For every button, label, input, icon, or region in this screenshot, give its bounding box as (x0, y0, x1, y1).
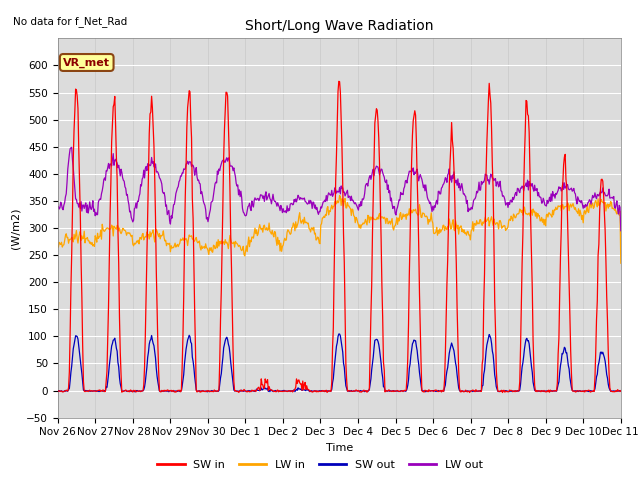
Legend: SW in, LW in, SW out, LW out: SW in, LW in, SW out, LW out (152, 456, 488, 474)
Y-axis label: (W/m2): (W/m2) (10, 207, 20, 249)
Text: No data for f_Net_Rad: No data for f_Net_Rad (13, 16, 127, 26)
Title: Short/Long Wave Radiation: Short/Long Wave Radiation (245, 19, 433, 33)
Text: VR_met: VR_met (63, 58, 110, 68)
X-axis label: Time: Time (326, 443, 353, 453)
